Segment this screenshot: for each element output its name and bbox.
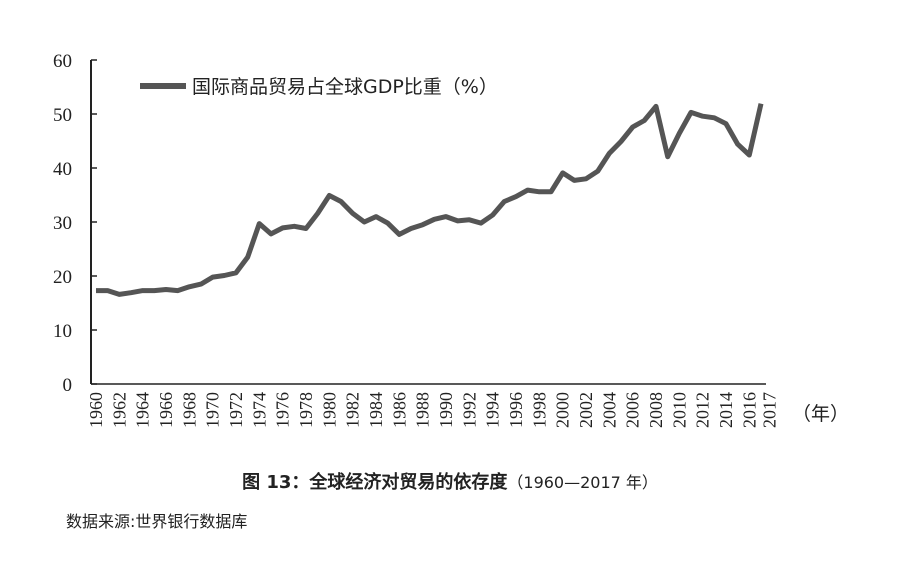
x-tick-label: 2002 bbox=[576, 392, 596, 428]
x-tick-label: 1978 bbox=[296, 392, 316, 428]
source-note: 数据来源:世界银行数据库 bbox=[66, 512, 248, 531]
y-tick-label: 0 bbox=[63, 375, 73, 396]
x-tick-label: 1982 bbox=[343, 392, 363, 428]
x-tick-label: 2000 bbox=[553, 392, 573, 428]
x-tick-label: 1974 bbox=[249, 392, 269, 428]
x-tick-label: 2010 bbox=[669, 392, 689, 428]
x-tick-label: 1994 bbox=[483, 392, 503, 428]
caption-years: （1960—2017 年） bbox=[507, 473, 658, 492]
x-tick-label: 1990 bbox=[436, 392, 456, 428]
x-tick-label: 2016 bbox=[739, 392, 759, 428]
x-tick-label: 1972 bbox=[226, 392, 246, 428]
x-tick-label: 1970 bbox=[203, 392, 223, 428]
y-tick-label: 50 bbox=[53, 105, 72, 126]
x-tick-label: 1984 bbox=[366, 392, 386, 428]
x-tick-label: 2017 bbox=[759, 392, 779, 428]
x-tick-label: 1986 bbox=[389, 392, 409, 428]
y-tick-label: 10 bbox=[53, 321, 72, 342]
series-line bbox=[96, 103, 764, 297]
x-tick-label: 2008 bbox=[646, 392, 666, 428]
x-tick-label: 1966 bbox=[156, 392, 176, 428]
x-tick-label: 2014 bbox=[716, 392, 736, 428]
legend-label: 国际商品贸易占全球GDP比重（%） bbox=[192, 76, 498, 98]
x-tick-label: 1996 bbox=[506, 392, 526, 428]
x-tick-label: 1964 bbox=[133, 392, 153, 428]
x-tick-label: 1998 bbox=[529, 392, 549, 428]
y-tick-label: 40 bbox=[53, 159, 72, 180]
y-tick-label: 60 bbox=[53, 51, 72, 72]
x-tick-label: 1992 bbox=[459, 392, 479, 428]
x-tick-label: 1976 bbox=[273, 392, 293, 428]
x-tick-label: 2012 bbox=[693, 392, 713, 428]
x-axis-label: （年） bbox=[792, 403, 849, 425]
x-tick-label: 1960 bbox=[86, 392, 106, 428]
caption-title: 图 13：全球经济对贸易的依存度 bbox=[242, 472, 508, 493]
x-tick-label: 2004 bbox=[599, 392, 619, 428]
x-tick-label: 1980 bbox=[319, 392, 339, 428]
y-tick-label: 20 bbox=[53, 267, 72, 288]
x-tick-label: 1962 bbox=[109, 392, 129, 428]
x-tick-label: 1988 bbox=[413, 392, 433, 428]
x-tick-label: 1968 bbox=[179, 392, 199, 428]
x-tick-label: 2006 bbox=[623, 392, 643, 428]
y-tick-label: 30 bbox=[53, 213, 72, 234]
chart-caption: 图 13：全球经济对贸易的依存度（1960—2017 年） bbox=[0, 468, 900, 494]
